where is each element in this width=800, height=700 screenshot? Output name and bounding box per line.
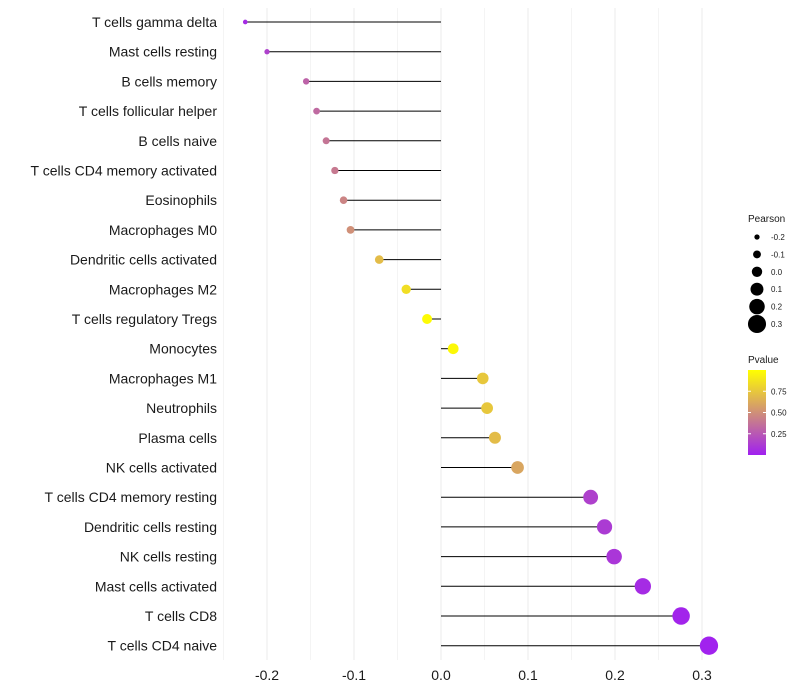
size-legend-dot [749,298,765,315]
lollipop-dot [699,636,719,655]
category-label: Plasma cells [138,430,217,446]
category-label: T cells CD8 [145,608,217,624]
category-label: Dendritic cells resting [84,519,217,535]
size-legend-label: 0.1 [771,285,783,294]
category-label: Eosinophils [145,192,217,208]
x-tick-label: -0.1 [342,667,366,683]
lollipop-stems [245,21,709,647]
pvalue-colorbar [748,370,766,455]
lollipop-dot [583,489,599,505]
x-tick-label: -0.2 [255,667,279,683]
size-legend-title: Pearson [748,214,785,225]
lollipop-dot [346,226,355,234]
category-label: Dendritic cells activated [70,252,217,268]
category-label: Monocytes [149,341,217,357]
size-legend-label: 0.2 [771,303,783,312]
color-legend-label: 0.50 [771,409,787,418]
size-legend-dot [747,314,767,334]
category-label: Neutrophils [146,400,217,416]
x-tick-label: 0.1 [518,667,538,683]
size-legend-dot [750,282,764,296]
lollipop-dot [422,314,433,324]
lollipop-dot [488,431,501,444]
x-tick-label: 0.2 [605,667,625,683]
lollipop-dot [302,78,310,85]
lollipop-dot [401,284,411,294]
lollipop-dot [511,461,524,474]
color-legend-title: Pvalue [748,355,779,366]
x-tick-label: 0.3 [692,667,712,683]
size-legend-label: -0.1 [771,250,785,259]
lollipop-dot [322,137,330,145]
lollipop-dot [672,607,690,625]
category-label: T cells CD4 memory activated [31,163,217,179]
lollipop-dot [339,196,348,204]
x-tick-label: 0.0 [431,667,451,683]
category-label: B cells memory [121,73,217,89]
category-label: Mast cells resting [109,44,217,60]
size-legend-label: -0.2 [771,233,785,242]
category-label: B cells naive [138,133,217,149]
category-label: T cells CD4 memory resting [45,489,217,505]
size-legend-dot [753,250,761,259]
category-label: Macrophages M0 [109,222,217,238]
category-label: T cells CD4 naive [108,638,218,654]
category-label: Mast cells activated [95,578,217,594]
grid-lines [223,8,703,660]
size-legend-dot [751,266,763,277]
category-axis-labels: T cells gamma delta Mast cells resting B c… [31,14,218,654]
lollipop-dot [596,519,613,535]
category-label: Macrophages M2 [109,281,217,297]
category-label: NK cells resting [120,549,217,565]
pvalue-color-legend: Pvalue 0.25 0.50 0.75 [748,355,787,455]
size-legend-label: 0.0 [771,268,783,277]
category-label: T cells gamma delta [92,14,217,30]
lollipop-dot [476,372,489,385]
pearson-size-legend: Pearson -0.2 -0.1 0.0 0.1 0.2 0.3 [747,214,785,334]
lollipop-dot [264,49,270,55]
lollipop-dot [606,548,622,565]
size-legend-dot [754,234,760,240]
lollipop-dot [331,166,339,175]
color-legend-label: 0.25 [771,430,787,439]
color-legend-label: 0.75 [771,387,787,396]
category-label: Macrophages M1 [109,370,217,386]
x-axis-tick-labels: -0.2 -0.1 0.0 0.1 0.2 0.3 [255,667,712,683]
category-label: T cells regulatory Tregs [72,311,217,327]
lollipop-dot [447,343,459,355]
lollipop-dot [481,402,493,414]
size-legend-label: 0.3 [771,320,783,329]
lollipop-dot [242,19,248,25]
lollipop-dots [242,19,719,655]
category-label: NK cells activated [106,460,217,476]
category-label: T cells follicular helper [79,103,218,119]
lollipop-dot [313,107,320,115]
lollipop-dot [374,255,384,264]
lollipop-dot [634,578,652,595]
